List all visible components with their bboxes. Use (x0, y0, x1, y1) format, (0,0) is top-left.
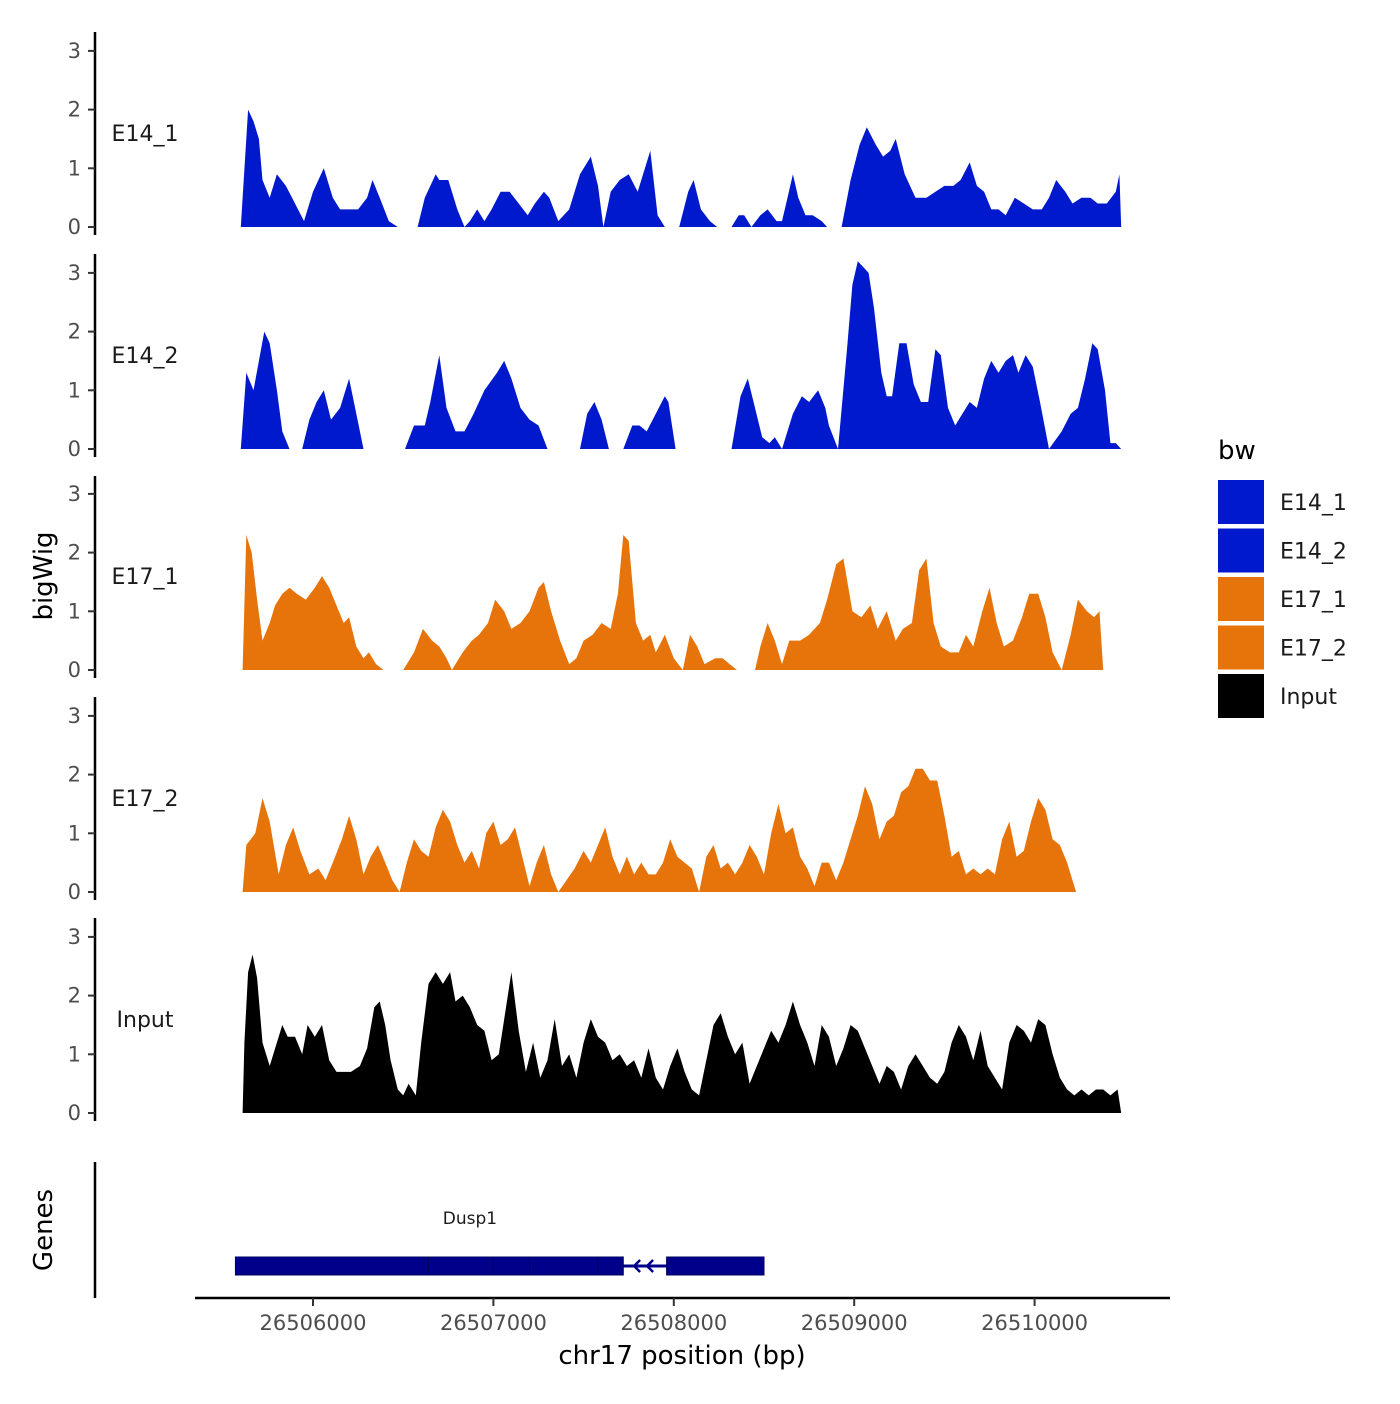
y-tick-label: 0 (68, 658, 81, 682)
track-e14-2: 0 1 2 3 E14_2 (68, 254, 1122, 461)
y-axis-title: bigWig (29, 531, 59, 620)
track-e17-1: 0 1 2 3 E17_1 (68, 476, 1104, 682)
track-input: 0 1 2 3 Input (68, 918, 1122, 1125)
y-tick-label: 1 (68, 378, 81, 402)
legend-item-e14-2: E14_2 (1218, 528, 1347, 573)
y-tick-label: 2 (68, 320, 81, 344)
gene-exon (427, 1256, 494, 1276)
legend-item-input: Input (1218, 674, 1337, 718)
gene-exon (597, 1256, 624, 1276)
gene-panel: Dusp1 (93, 1162, 765, 1298)
x-tick-label: 26508000 (620, 1311, 727, 1335)
gene-exon (528, 1256, 599, 1276)
legend-label: E17_1 (1280, 588, 1347, 613)
y-tick-label: 3 (68, 925, 81, 949)
x-tick-label: 26506000 (260, 1311, 367, 1335)
legend-label: Input (1280, 685, 1337, 710)
y-tick-label: 2 (68, 98, 81, 122)
legend-title: bw (1218, 436, 1256, 466)
genes-panel-label: Genes (29, 1189, 59, 1271)
gene-exon (234, 1256, 429, 1276)
legend-swatch (1218, 674, 1264, 718)
coverage-area-e14-1 (240, 109, 1122, 227)
legend-swatch (1218, 480, 1264, 524)
coverage-area-e14-2 (240, 261, 1122, 449)
x-axis: 26506000 26507000 26508000 26509000 26510000 (195, 1296, 1170, 1335)
legend-item-e14-1: E14_1 (1218, 480, 1347, 524)
coverage-area-e17-1 (242, 535, 1104, 670)
track-e17-2: 0 1 2 3 E17_2 (68, 697, 1077, 904)
coverage-tracks: 0 1 2 3 E14_1 0 1 2 3 E14_2 0 1 2 3 E17_1 0 1 2 3 E17_2 0 1 2 3… (68, 32, 1122, 1125)
coverage-area-e17-2 (242, 768, 1077, 892)
legend-label: E17_2 (1280, 637, 1347, 662)
coverage-area-input (242, 954, 1122, 1113)
legend-item-e17-1: E17_1 (1218, 577, 1347, 621)
legend: E14_1 E14_2 E17_1 E17_2 Input (1218, 480, 1347, 718)
gene-label: Dusp1 (443, 1209, 497, 1229)
y-tick-label: 3 (68, 39, 81, 63)
y-tick-label: 0 (68, 1101, 81, 1125)
y-tick-label: 1 (68, 1042, 81, 1066)
y-tick-label: 2 (68, 763, 81, 787)
y-tick-label: 1 (68, 156, 81, 180)
y-tick-label: 0 (68, 880, 81, 904)
legend-swatch (1218, 528, 1264, 573)
y-tick-label: 2 (68, 984, 81, 1008)
y-tick-label: 0 (68, 215, 81, 239)
y-tick-label: 3 (68, 482, 81, 506)
strand-arrow (632, 1259, 641, 1273)
x-tick-label: 26509000 (801, 1311, 908, 1335)
track-label-input: Input (117, 1008, 174, 1033)
track-e14-1: 0 1 2 3 E14_1 (68, 32, 1122, 239)
gene-exon (666, 1256, 765, 1276)
track-label-e17-1: E17_1 (112, 565, 179, 590)
x-tick-label: 26507000 (440, 1311, 547, 1335)
track-label-e14-1: E14_1 (112, 122, 179, 147)
track-label-e14-2: E14_2 (112, 344, 179, 369)
y-tick-label: 0 (68, 437, 81, 461)
legend-swatch (1218, 577, 1264, 621)
legend-label: E14_2 (1280, 540, 1347, 565)
track-label-e17-2: E17_2 (112, 787, 179, 812)
y-tick-label: 2 (68, 541, 81, 565)
y-tick-label: 1 (68, 599, 81, 623)
gene-exon (492, 1256, 530, 1276)
y-tick-label: 3 (68, 261, 81, 285)
y-tick-label: 3 (68, 704, 81, 728)
y-tick-label: 1 (68, 821, 81, 845)
strand-arrow (645, 1259, 654, 1273)
legend-item-e17-2: E17_2 (1218, 625, 1347, 670)
legend-swatch (1218, 625, 1264, 670)
x-axis-title: chr17 position (bp) (558, 1341, 805, 1371)
x-tick-label: 26510000 (981, 1311, 1088, 1335)
legend-label: E14_1 (1280, 491, 1347, 516)
